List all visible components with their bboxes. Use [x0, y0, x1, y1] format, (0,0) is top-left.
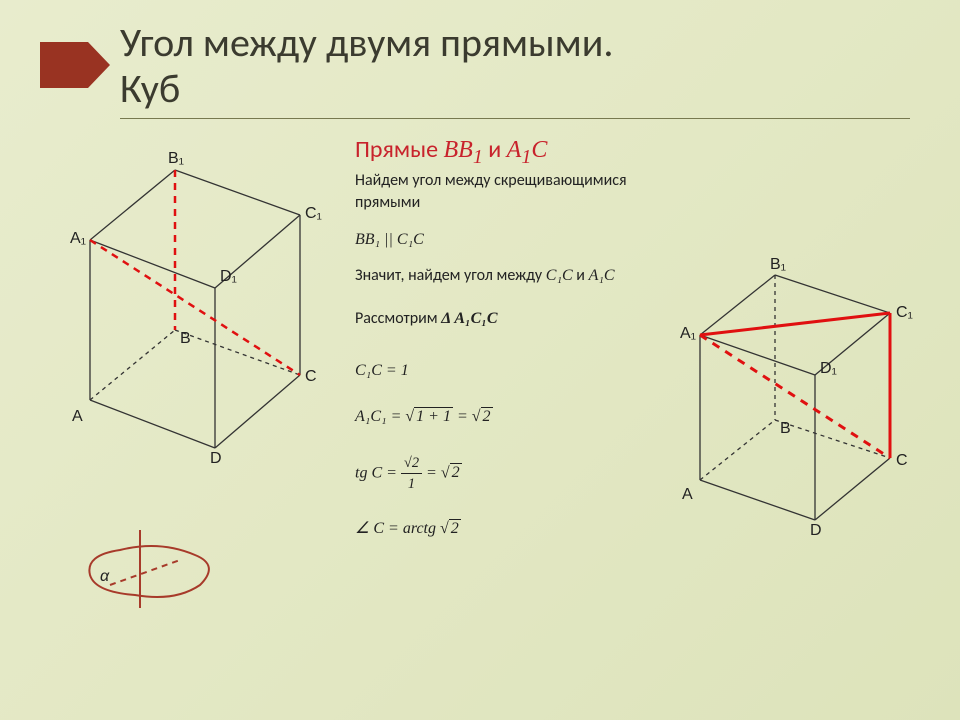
step-7-r: 2: [450, 463, 462, 481]
step-3c: и: [573, 266, 589, 285]
step-6-eq: =: [453, 408, 472, 425]
plane-angle-illustration: α: [80, 530, 220, 610]
label-C-right: C: [896, 452, 908, 470]
subtitle-line2b: C: [531, 137, 547, 163]
step-3b: C₁C: [546, 267, 573, 284]
step-6-root: 1 + 1: [414, 407, 453, 425]
subtitle-line1-sub: 1: [473, 146, 483, 168]
label-C-left: C: [305, 368, 317, 386]
subtitle-line2a: A: [507, 137, 522, 163]
label-D1-right: D₁: [820, 360, 837, 378]
step-3: Значит, найдем угол между C₁C и A₁C: [355, 265, 665, 287]
step-7-num: √2: [401, 453, 422, 474]
subtitle-line1: BB: [444, 137, 473, 163]
problem-subtitle: Прямые BB1 и A1C: [355, 135, 547, 169]
subtitle-and: и: [483, 135, 507, 164]
step-8a: ∠ C = arctg: [355, 520, 440, 537]
title-marker-icon: [40, 42, 110, 88]
title-underline: [120, 118, 910, 119]
step-4a: Рассмотрим: [355, 309, 441, 328]
right-cube-diagram: A₁ B₁ C₁ D₁ A B C D: [680, 270, 930, 550]
step-6-r2: 2: [481, 407, 493, 425]
step-4: Рассмотрим Δ A₁C₁C: [355, 308, 665, 330]
step-6: A₁C₁ = √1 + 1 = √2: [355, 406, 665, 428]
label-B-left: B: [180, 330, 191, 348]
label-D-right: D: [810, 522, 822, 540]
step-7-eq: =: [422, 464, 441, 481]
label-C1-left: C₁: [305, 205, 322, 223]
alpha-label: α: [100, 568, 109, 586]
step-1: Найдем угол между скрещивающимися прямым…: [355, 170, 665, 215]
label-B1-left: B₁: [168, 150, 184, 168]
step-7-den: 1: [401, 474, 422, 494]
step-7a: tg C =: [355, 464, 401, 481]
step-3d: A₁C: [589, 267, 615, 284]
step-3a: Значит, найдем угол между: [355, 266, 546, 285]
step-7: tg C = √21 = √2: [355, 453, 665, 494]
label-D-left: D: [210, 450, 222, 468]
step-8: ∠ C = arctg √2: [355, 518, 665, 540]
label-A1-left: A₁: [70, 230, 86, 248]
step-6a: A₁C₁ =: [355, 408, 405, 425]
solution-steps: Найдем угол между скрещивающимися прямым…: [355, 170, 665, 554]
subtitle-line2a-sub: 1: [521, 146, 531, 168]
label-C1-right: C₁: [896, 304, 913, 322]
label-B-right: B: [780, 420, 791, 438]
step-4b: Δ A₁C₁C: [441, 310, 497, 327]
label-A-right: A: [682, 486, 693, 504]
left-cube-diagram: A₁ B₁ C₁ D₁ A B C D: [60, 160, 330, 460]
label-A-left: A: [72, 408, 83, 426]
label-D1-left: D₁: [220, 268, 237, 286]
step-5: C₁C = 1: [355, 360, 665, 382]
page-header: Угол между двумя прямыми. Куб: [120, 20, 920, 119]
title-line1: Угол между двумя прямыми.: [120, 18, 613, 67]
left-cube-svg: [60, 160, 330, 460]
subtitle-prefix: Прямые: [355, 135, 444, 164]
step-2: BB₁ || C₁C: [355, 229, 665, 251]
step-8-r: 2: [449, 519, 461, 537]
title-line2: Куб: [120, 64, 180, 113]
label-B1-right: B₁: [770, 256, 786, 274]
label-A1-right: A₁: [680, 325, 696, 343]
right-cube-svg: [680, 270, 930, 550]
page-title: Угол между двумя прямыми. Куб: [120, 20, 920, 112]
